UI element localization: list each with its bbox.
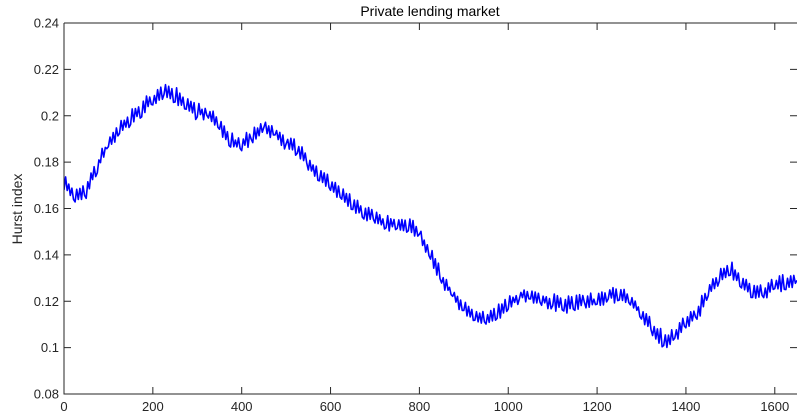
y-tick-label: 0.16 (34, 201, 59, 216)
y-tick-label: 0.24 (34, 16, 59, 31)
y-tick-label: 0.2 (41, 108, 59, 123)
x-tick-label: 200 (142, 399, 164, 414)
plot-area (64, 83, 797, 349)
y-tick-label: 0.08 (34, 387, 59, 402)
y-axis-label: Hurst index (9, 174, 25, 245)
axes-box (63, 22, 797, 395)
y-tick-label: 0.14 (34, 247, 59, 262)
series-line (64, 83, 797, 349)
x-tick-label: 1000 (494, 399, 523, 414)
x-tick-label: 1600 (760, 399, 789, 414)
axis-ticks: 0 200 400 600 800 1000 1200 1400 1600 0.08 0.1 0.12… (34, 16, 797, 414)
x-tick-label: 0 (60, 399, 67, 414)
x-tick-label: 1200 (583, 399, 612, 414)
y-tick-label: 0.1 (41, 340, 59, 355)
x-tick-label: 1400 (671, 399, 700, 414)
y-tick-label: 0.22 (34, 62, 59, 77)
y-tick-label: 0.12 (34, 294, 59, 309)
chart-title: Private lending market (360, 3, 499, 19)
y-tick-label: 0.18 (34, 155, 59, 170)
x-tick-label: 400 (231, 399, 253, 414)
x-tick-label: 600 (320, 399, 342, 414)
x-tick-label: 800 (409, 399, 431, 414)
